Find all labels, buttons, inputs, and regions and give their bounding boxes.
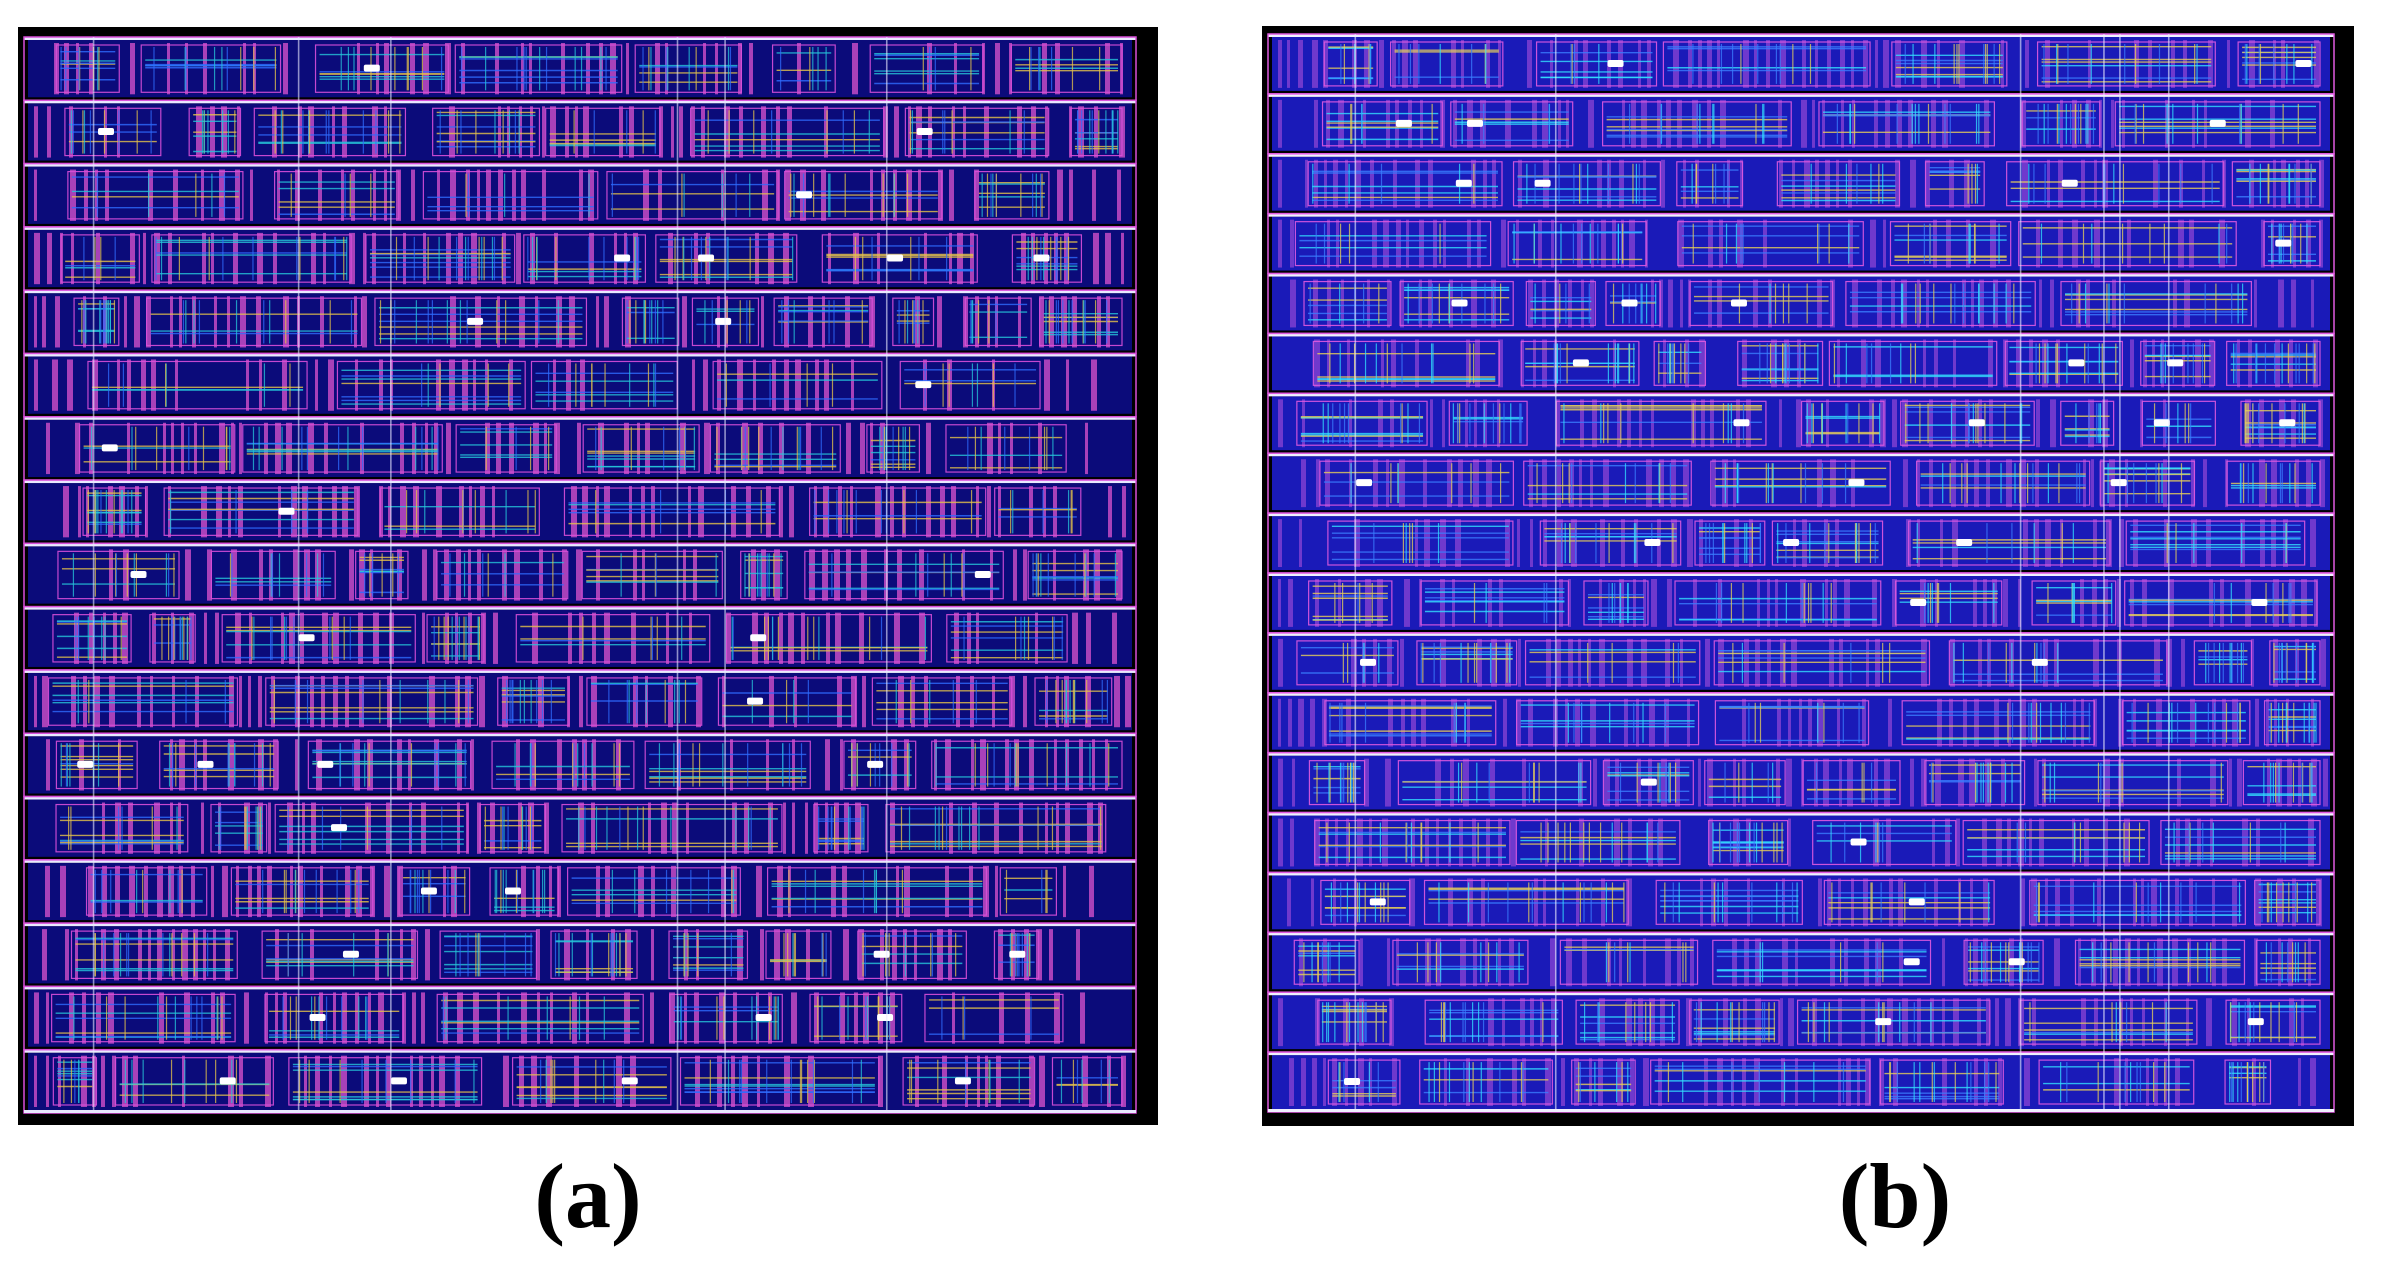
layout-row [23,289,1137,355]
layout-row [23,795,1137,861]
layout-row [1267,332,2335,395]
layout-row [1267,871,2335,934]
layout-row [23,352,1137,418]
layout-row [23,605,1137,671]
layout-row [23,859,1137,924]
layout-row [23,36,1137,102]
layout-image-b [1267,33,2335,1113]
layout-row [23,479,1137,545]
layout-row [1267,93,2335,155]
layout-row [23,226,1137,291]
layout-row [23,922,1137,988]
layout-row [23,416,1137,481]
layout-row [1267,212,2335,275]
layout-row [23,542,1137,608]
layout-row [1267,452,2335,514]
layout-row [1267,1051,2335,1113]
layout-row [23,162,1137,228]
layout-row [1267,692,2335,754]
layout-row [1267,991,2335,1053]
layout-row [1267,392,2335,454]
layout-panel-b [1262,26,2354,1126]
layout-row [23,985,1137,1051]
layout-row [1267,811,2335,874]
layout-row [1267,572,2335,634]
layout-row [1267,931,2335,993]
layout-image-a [23,36,1137,1114]
layout-row [1267,751,2335,814]
layout-row [23,99,1137,165]
layout-row [1267,632,2335,694]
layout-panel-a [18,27,1158,1125]
layout-row [23,732,1137,798]
layout-row [1267,153,2335,215]
layout-row [1267,33,2335,95]
caption-a: (a) [534,1145,642,1247]
layout-row [23,669,1137,734]
layout-row [1267,512,2335,574]
layout-row [23,1048,1137,1114]
caption-b: (b) [1838,1145,1952,1247]
layout-row [1267,272,2335,335]
